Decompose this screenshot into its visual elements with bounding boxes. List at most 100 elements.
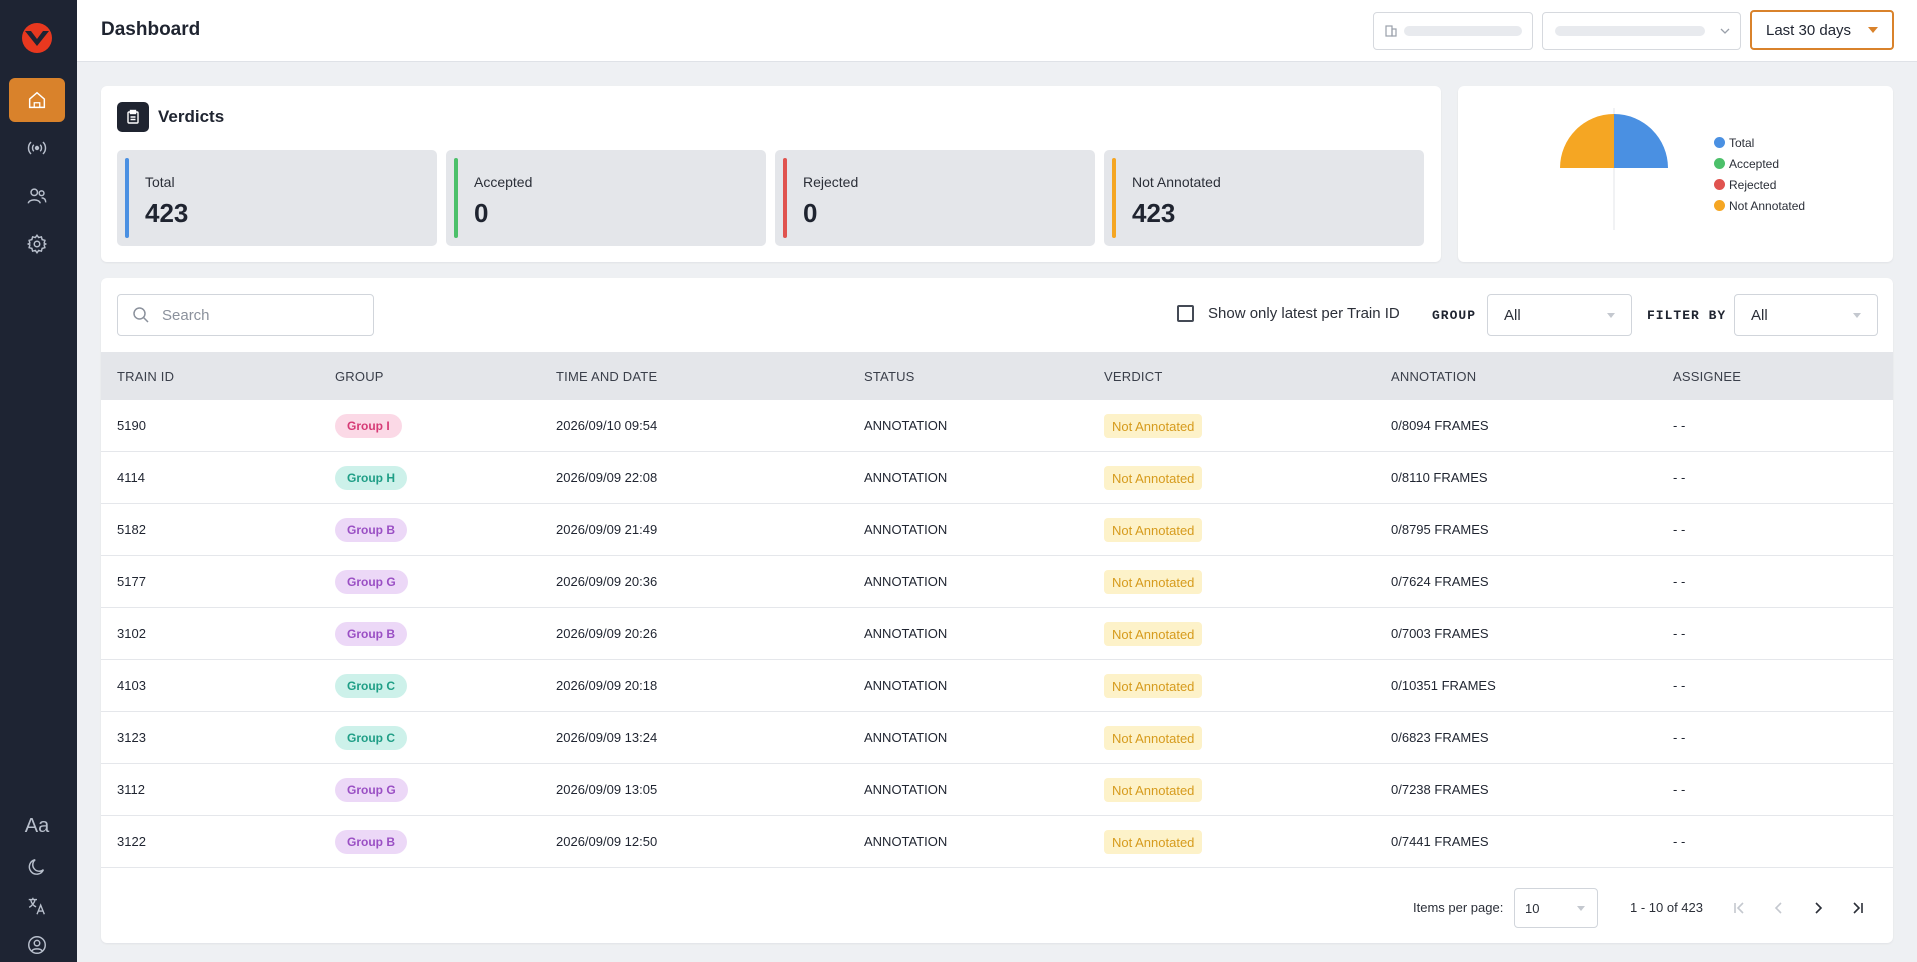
legend-dot: [1714, 158, 1725, 169]
column-header-group[interactable]: GROUP: [335, 369, 384, 384]
sidebar-item-font[interactable]: Aa: [9, 804, 65, 848]
latest-per-train-checkbox[interactable]: [1177, 305, 1194, 322]
stat-rejected: Rejected 0: [775, 150, 1095, 246]
assignee-cell: - -: [1673, 522, 1686, 537]
group-badge: Group B: [335, 622, 407, 646]
verdict-pie-card: Total Accepted Rejected Not Annotated: [1458, 86, 1893, 262]
legend-label: Total: [1729, 135, 1755, 150]
search-input[interactable]: [162, 306, 342, 324]
table-row[interactable]: 4103 Group C 2026/09/09 20:18 ANNOTATION Not…: [101, 660, 1893, 712]
site-selector[interactable]: [1373, 12, 1533, 50]
assignee-cell: - -: [1673, 470, 1686, 485]
assignee-cell: - -: [1673, 626, 1686, 641]
caret-down-icon: [1868, 27, 1878, 33]
train-id-cell: 3123: [117, 730, 146, 745]
annotation-cell: 0/7624 FRAMES: [1391, 574, 1489, 589]
verdict-badge: Not Annotated: [1104, 570, 1203, 594]
sidebar-item-users[interactable]: [9, 174, 65, 218]
verdicts-card: Verdicts Total 423 Accepted 0 Rejected 0…: [101, 86, 1441, 262]
table-row[interactable]: 5177 Group G 2026/09/09 20:36 ANNOTATION Not…: [101, 556, 1893, 608]
stat-value: 423: [145, 198, 189, 228]
group-badge: Group C: [335, 674, 407, 698]
date-range-label: Last 30 days: [1766, 21, 1852, 39]
verdict-pie-chart: [1560, 108, 1668, 230]
legend-item-total[interactable]: Total: [1714, 132, 1805, 153]
time-cell: 2026/09/09 21:49: [556, 522, 658, 537]
user-circle-icon: [28, 936, 46, 954]
legend-item-rejected[interactable]: Rejected: [1714, 174, 1805, 195]
app-logo-icon[interactable]: [19, 22, 55, 54]
verdict-badge: Not Annotated: [1104, 674, 1203, 698]
group-select[interactable]: All: [1487, 294, 1632, 336]
building-icon: [1385, 25, 1397, 37]
chevron-down-icon: [1720, 28, 1730, 34]
filter-by-select-value: All: [1751, 306, 1768, 324]
column-header-assignee[interactable]: ASSIGNEE: [1673, 369, 1742, 384]
table-row[interactable]: 4114 Group H 2026/09/09 22:08 ANNOTATION Not…: [101, 452, 1893, 504]
column-header-status[interactable]: STATUS: [864, 369, 915, 384]
table-row[interactable]: 5182 Group B 2026/09/09 21:49 ANNOTATION Not…: [101, 504, 1893, 556]
sidebar-item-theme[interactable]: [9, 845, 65, 889]
legend-item-accepted[interactable]: Accepted: [1714, 153, 1805, 174]
group-badge: Group H: [335, 466, 407, 490]
line-selector[interactable]: [1542, 12, 1741, 50]
legend-dot: [1714, 137, 1725, 148]
time-cell: 2026/09/09 12:50: [556, 834, 658, 849]
date-range-select[interactable]: Last 30 days: [1750, 10, 1894, 50]
stat-label: Accepted: [474, 174, 533, 190]
table-row[interactable]: 3102 Group B 2026/09/09 20:26 ANNOTATION Not…: [101, 608, 1893, 660]
table-row[interactable]: 5190 Group I 2026/09/10 09:54 ANNOTATION Not…: [101, 400, 1893, 452]
stat-accent-bar: [1112, 158, 1116, 238]
annotation-cell: 0/10351 FRAMES: [1391, 678, 1496, 693]
items-per-page-select[interactable]: 10: [1514, 888, 1598, 928]
train-id-cell: 5182: [117, 522, 146, 537]
caret-down-icon: [1853, 313, 1861, 318]
legend-label: Accepted: [1729, 156, 1780, 171]
table-row[interactable]: 3123 Group C 2026/09/09 13:24 ANNOTATION Not…: [101, 712, 1893, 764]
train-id-cell: 4114: [117, 470, 145, 485]
stat-label: Not Annotated: [1132, 174, 1221, 190]
legend-item-not-annotated[interactable]: Not Annotated: [1714, 195, 1805, 216]
assignee-cell: - -: [1673, 730, 1686, 745]
stat-accent-bar: [783, 158, 787, 238]
train-id-cell: 5177: [117, 574, 146, 589]
filter-by-select[interactable]: All: [1734, 294, 1878, 336]
blurred-value: [1555, 26, 1705, 36]
caret-down-icon: [1607, 313, 1615, 318]
stat-accent-bar: [125, 158, 129, 238]
first-page-button[interactable]: [1727, 896, 1751, 920]
assignee-cell: - -: [1673, 574, 1686, 589]
last-page-button[interactable]: [1846, 896, 1870, 920]
annotation-cell: 0/7441 FRAMES: [1391, 834, 1489, 849]
sidebar-item-account[interactable]: [9, 923, 65, 962]
chevron-left-icon: [1774, 902, 1782, 914]
time-cell: 2026/09/09 13:24: [556, 730, 658, 745]
items-per-page-label: Items per page:: [1413, 900, 1504, 915]
sidebar-item-language[interactable]: [9, 884, 65, 928]
pagination: Items per page: 10 1 - 10 of 423: [101, 888, 1893, 928]
group-badge: Group G: [335, 570, 408, 594]
group-badge: Group G: [335, 778, 408, 802]
column-header-time[interactable]: TIME AND DATE: [556, 369, 658, 384]
sidebar-item-settings[interactable]: [9, 222, 65, 266]
sidebar-item-home[interactable]: [9, 78, 65, 122]
table-row[interactable]: 3122 Group B 2026/09/09 12:50 ANNOTATION Not…: [101, 816, 1893, 868]
search-box[interactable]: [117, 294, 374, 336]
latest-per-train-toggle[interactable]: Show only latest per Train ID: [1177, 305, 1400, 322]
column-header-train-id[interactable]: TRAIN ID: [117, 369, 175, 384]
verdict-badge: Not Annotated: [1104, 414, 1203, 438]
verdict-badge: Not Annotated: [1104, 830, 1203, 854]
font-size-icon: Aa: [24, 814, 50, 837]
group-filter-label: GROUP: [1432, 308, 1477, 323]
next-page-button[interactable]: [1806, 896, 1830, 920]
annotation-cell: 0/7238 FRAMES: [1391, 782, 1489, 797]
sidebar: Aa: [0, 0, 77, 962]
table-row[interactable]: 3112 Group G 2026/09/09 13:05 ANNOTATION Not…: [101, 764, 1893, 816]
previous-page-button[interactable]: [1767, 896, 1791, 920]
column-header-verdict[interactable]: VERDICT: [1104, 369, 1163, 384]
first-page-icon: [1734, 902, 1744, 914]
column-header-annotation[interactable]: ANNOTATION: [1391, 369, 1477, 384]
train-id-cell: 4103: [117, 678, 146, 693]
users-icon: [27, 188, 47, 204]
sidebar-item-signals[interactable]: [9, 126, 65, 170]
